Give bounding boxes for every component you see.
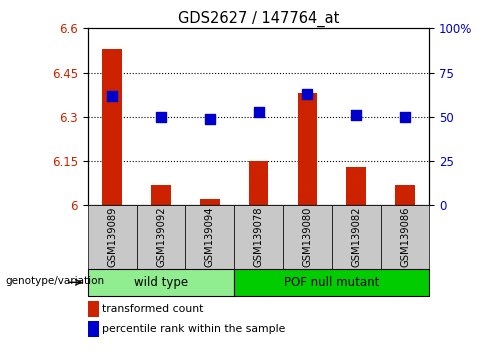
Point: [108, 93, 116, 98]
Point: [401, 114, 409, 120]
Bar: [151, 185, 171, 205]
Bar: [249, 161, 268, 205]
Text: GSM139080: GSM139080: [303, 207, 312, 267]
Point: [304, 91, 311, 97]
Text: GSM139086: GSM139086: [400, 207, 410, 267]
Text: transformed count: transformed count: [102, 304, 204, 314]
Point: [352, 112, 360, 118]
Text: GSM139082: GSM139082: [351, 207, 361, 267]
Point: [206, 116, 214, 121]
Text: GSM139094: GSM139094: [205, 207, 215, 267]
Bar: [298, 93, 317, 205]
Text: genotype/variation: genotype/variation: [5, 275, 104, 286]
Bar: [200, 199, 220, 205]
Text: POF null mutant: POF null mutant: [284, 276, 380, 289]
Text: wild type: wild type: [134, 276, 188, 289]
Text: GSM139092: GSM139092: [156, 207, 166, 268]
Text: percentile rank within the sample: percentile rank within the sample: [102, 324, 286, 335]
Bar: [395, 185, 415, 205]
Bar: [346, 167, 366, 205]
Text: GSM139089: GSM139089: [107, 207, 117, 267]
Title: GDS2627 / 147764_at: GDS2627 / 147764_at: [178, 11, 339, 27]
Text: GSM139078: GSM139078: [254, 207, 264, 267]
Bar: [102, 49, 122, 205]
Point: [255, 109, 263, 114]
Point: [157, 114, 165, 120]
